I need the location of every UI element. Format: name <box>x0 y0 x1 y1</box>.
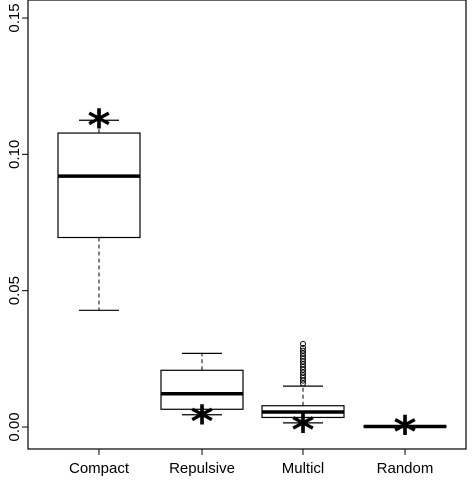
box-random: * <box>363 407 447 458</box>
box-multicl: * <box>261 340 345 456</box>
box-body <box>57 132 141 239</box>
outlier-point <box>300 347 306 354</box>
y-tick-label: 0.00 <box>6 412 23 441</box>
box-body <box>160 369 244 410</box>
y-tick-label: 0.05 <box>6 276 23 305</box>
star-marker: * <box>87 101 110 152</box>
outlier-point <box>300 344 306 351</box>
star-marker: * <box>291 405 314 456</box>
y-tick-label: 0.10 <box>6 140 23 169</box>
x-axis: Compact Repulsive Multicl Random <box>69 449 433 477</box>
x-tick-label: Compact <box>69 460 130 477</box>
boxes-group: * * * * <box>57 101 447 458</box>
x-tick-label: Repulsive <box>169 460 235 477</box>
star-marker: * <box>393 407 416 458</box>
box-compact: * <box>57 101 141 311</box>
star-marker: * <box>190 396 213 447</box>
x-tick-label: Multicl <box>282 460 325 477</box>
plot-frame <box>27 0 467 450</box>
y-axis: 0.00 0.05 0.10 0.15 <box>6 3 28 442</box>
x-tick-label: Random <box>377 460 434 477</box>
outlier-point <box>300 340 306 347</box>
y-tick-label: 0.15 <box>6 3 23 32</box>
box-repulsive: * <box>160 352 244 447</box>
